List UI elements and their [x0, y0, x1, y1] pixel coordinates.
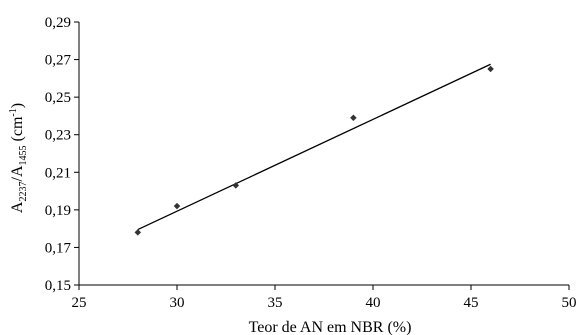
y-tick-label: 0,27 — [45, 53, 72, 69]
y-axis-title-base-b: A — [9, 165, 26, 177]
x-tick-label: 25 — [72, 295, 87, 311]
data-point-diamond — [232, 182, 240, 189]
y-axis-title-unit-sup: -1 — [8, 108, 19, 116]
y-axis-title-sub-b: 1455 — [18, 145, 29, 165]
y-tick-label: 0,15 — [45, 278, 71, 294]
y-axis-title-unit-close: ) — [9, 103, 26, 108]
x-tick-label: 35 — [268, 295, 283, 311]
x-tick-label: 40 — [366, 295, 381, 311]
y-tick-label: 0,17 — [45, 240, 72, 256]
x-tick-label: 45 — [464, 295, 479, 311]
x-axis-title: Teor de AN em NBR (%) — [249, 319, 412, 335]
y-axis-title-slash: / — [9, 177, 26, 182]
data-point-diamond — [350, 114, 357, 122]
data-point-diamond — [487, 65, 494, 73]
y-tick-label: 0,21 — [45, 165, 71, 181]
y-axis-title: A2237/A1455 (cm-1) — [8, 103, 29, 213]
y-tick-label: 0,23 — [45, 128, 71, 144]
y-axis-ticks: 0,15 0,17 0,19 0,21 0,23 0,25 0,27 0,29 — [45, 15, 79, 294]
data-point-diamond — [134, 229, 142, 236]
data-point-diamond — [173, 202, 181, 210]
y-axis-title-unit: (cm — [9, 116, 26, 145]
y-axis-title-base-a: A — [9, 201, 26, 213]
y-tick-label: 0,29 — [45, 15, 71, 31]
y-tick-label: 0,19 — [45, 203, 71, 219]
y-axis-title-sub-a: 2237 — [18, 182, 29, 202]
data-points — [134, 65, 494, 236]
trendline — [137, 63, 491, 231]
x-axis-ticks: 25 30 35 40 45 50 — [72, 285, 577, 311]
x-tick-label: 50 — [562, 295, 577, 311]
y-tick-label: 0,25 — [45, 90, 71, 106]
x-tick-label: 30 — [170, 295, 185, 311]
